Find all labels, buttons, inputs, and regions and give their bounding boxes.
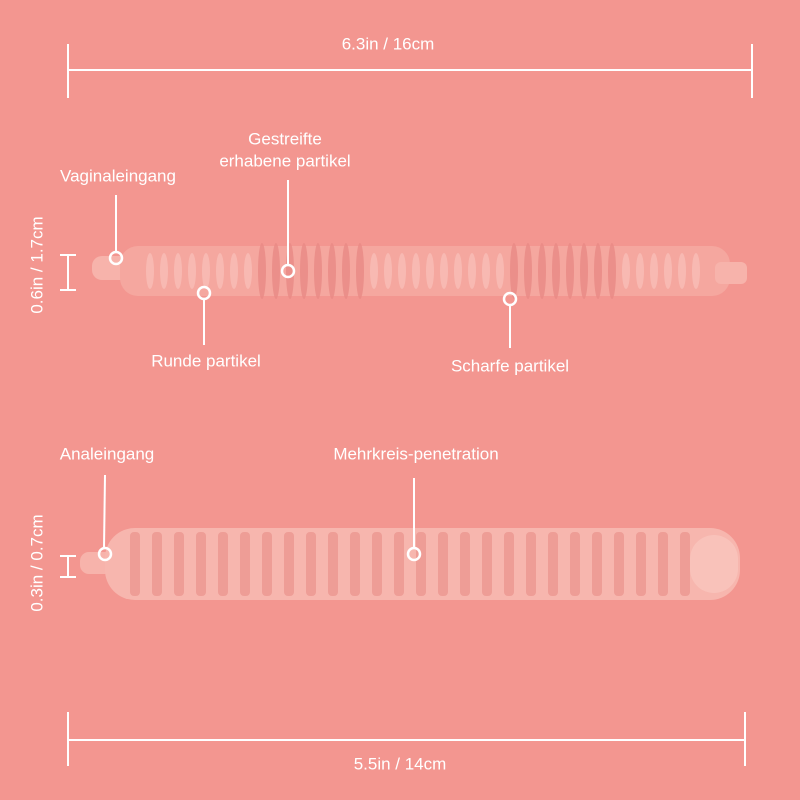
- particle: [314, 243, 322, 299]
- particle: [650, 253, 658, 289]
- vaginal-channel: [92, 243, 747, 299]
- particle: [552, 243, 560, 299]
- dimension-label: 0.6in / 1.7cm: [27, 216, 46, 313]
- callout-label: erhabene partikel: [219, 151, 350, 170]
- particle: [594, 243, 602, 299]
- particle: [524, 243, 532, 299]
- particle: [356, 243, 364, 299]
- rib: [570, 532, 580, 596]
- particle: [216, 253, 224, 289]
- particle: [566, 243, 574, 299]
- particle: [328, 243, 336, 299]
- particle: [160, 253, 168, 289]
- callout-label: Gestreifte: [248, 129, 322, 148]
- callout-label: Vaginaleingang: [60, 166, 176, 185]
- dimension-label: 6.3in / 16cm: [342, 34, 435, 53]
- particle: [202, 253, 210, 289]
- channel-end: [715, 262, 747, 284]
- particle: [300, 243, 308, 299]
- particle: [580, 243, 588, 299]
- callout-dot: [108, 250, 124, 266]
- particle: [440, 253, 448, 289]
- rib: [174, 532, 184, 596]
- rib: [636, 532, 646, 596]
- height-bracket: [60, 555, 76, 578]
- callout-line: [103, 474, 106, 549]
- callout-dot: [406, 546, 422, 562]
- dimension-label: 0.3in / 0.7cm: [27, 514, 46, 611]
- rib: [196, 532, 206, 596]
- rib: [614, 532, 624, 596]
- rib: [218, 532, 228, 596]
- particle: [636, 253, 644, 289]
- channel-end: [690, 535, 738, 593]
- particle: [608, 243, 616, 299]
- particle: [426, 253, 434, 289]
- particle: [342, 243, 350, 299]
- particle: [678, 253, 686, 289]
- particle: [692, 253, 700, 289]
- callout-label: Analeingang: [60, 444, 155, 463]
- rib: [372, 532, 382, 596]
- callout-label: Mehrkreis-penetration: [333, 444, 498, 463]
- rib: [416, 532, 426, 596]
- particle: [370, 253, 378, 289]
- particle: [174, 253, 182, 289]
- particle: [146, 253, 154, 289]
- particle: [384, 253, 392, 289]
- rib: [592, 532, 602, 596]
- particle: [258, 243, 266, 299]
- rib: [680, 532, 690, 596]
- particle: [454, 253, 462, 289]
- rib: [504, 532, 514, 596]
- height-bracket: [60, 254, 76, 291]
- rib: [306, 532, 316, 596]
- particle: [664, 253, 672, 289]
- rib: [240, 532, 250, 596]
- rib: [350, 532, 360, 596]
- callout-label: Scharfe partikel: [451, 356, 569, 375]
- rib: [548, 532, 558, 596]
- particle: [510, 243, 518, 299]
- particle: [496, 253, 504, 289]
- rib: [658, 532, 668, 596]
- anal-channel: [80, 528, 740, 600]
- particle: [272, 243, 280, 299]
- rib: [152, 532, 162, 596]
- rib: [438, 532, 448, 596]
- callout-dot: [97, 546, 113, 562]
- particle: [230, 253, 238, 289]
- rib: [394, 532, 404, 596]
- rib: [328, 532, 338, 596]
- particle: [188, 253, 196, 289]
- rib: [262, 532, 272, 596]
- dimension-label: 5.5in / 14cm: [354, 754, 447, 773]
- particle: [412, 253, 420, 289]
- particle: [482, 253, 490, 289]
- rib: [526, 532, 536, 596]
- rib: [130, 532, 140, 596]
- particle: [622, 253, 630, 289]
- rib: [284, 532, 294, 596]
- particle: [538, 243, 546, 299]
- rib: [460, 532, 470, 596]
- particle: [244, 253, 252, 289]
- rib: [482, 532, 492, 596]
- particle: [468, 253, 476, 289]
- callout-dot: [280, 263, 296, 279]
- callout-label: Runde partikel: [151, 351, 261, 370]
- particle: [398, 253, 406, 289]
